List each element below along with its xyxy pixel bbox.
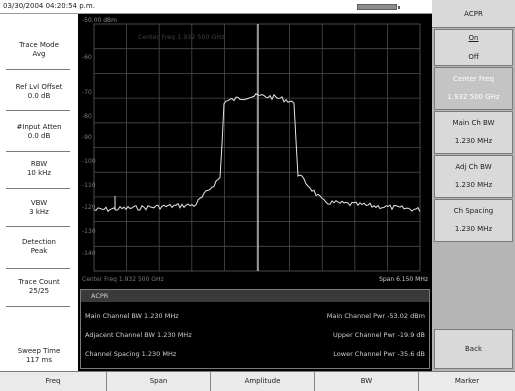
setting-label: Trace Count bbox=[18, 278, 60, 286]
trace-count-setting: Trace Count 25/25 bbox=[0, 278, 78, 296]
setting-value: Peak bbox=[30, 247, 48, 255]
span-label: Span 6.150 MHz bbox=[379, 276, 428, 283]
y-axis-label: -130 bbox=[82, 228, 96, 235]
key-label: Main Ch BW bbox=[452, 119, 495, 127]
center-freq-overlay: Center Freq 1.932 500 GHz bbox=[138, 34, 225, 41]
y-axis-label: -110 bbox=[82, 182, 96, 189]
key-value: 1.230 MHz bbox=[454, 137, 493, 145]
lower-channel-power: Lower Channel Pwr -35.6 dB bbox=[333, 350, 425, 358]
center-freq-button[interactable]: Center Freq 1.932 500 GHz bbox=[434, 67, 513, 110]
setting-value: 0.0 dB bbox=[27, 132, 51, 140]
setting-label: #Input Atten bbox=[16, 123, 62, 131]
y-axis-label: -70 bbox=[82, 89, 92, 96]
results-title: ACPR bbox=[81, 290, 429, 302]
span-key[interactable]: Span bbox=[107, 372, 211, 391]
divider bbox=[6, 306, 70, 307]
y-axis-label: -140 bbox=[82, 250, 96, 257]
spectrum-trace bbox=[93, 93, 421, 212]
divider bbox=[6, 268, 70, 269]
adjacent-channel-bw: Adjacent Channel BW 1.230 MHz bbox=[85, 331, 192, 339]
setting-label: VBW bbox=[30, 199, 48, 207]
amplitude-key[interactable]: Amplitude bbox=[211, 372, 315, 391]
soft-key-panel: ACPR On Off Center Freq 1.932 500 GHz Ma… bbox=[432, 0, 515, 371]
setting-value: 0.0 dB bbox=[27, 92, 51, 100]
sweep-time-setting: Sweep Time 117 ms bbox=[0, 347, 78, 365]
bw-key[interactable]: BW bbox=[315, 372, 419, 391]
y-axis-label: -80 bbox=[82, 113, 92, 120]
vbw-setting: VBW 3 kHz bbox=[0, 199, 78, 217]
marker-key[interactable]: Marker bbox=[419, 372, 515, 391]
key-value: 1.230 MHz bbox=[454, 225, 493, 233]
y-axis-label: -120 bbox=[82, 204, 96, 211]
main-channel-power: Main Channel Pwr -53.02 dBm bbox=[326, 312, 425, 320]
setting-value: Avg bbox=[32, 50, 46, 58]
setting-label: Detection bbox=[21, 238, 56, 246]
adj-ch-bw-button[interactable]: Adj Ch BW 1.230 MHz bbox=[434, 155, 513, 198]
channel-spacing: Channel Spacing 1.230 MHz bbox=[85, 350, 177, 358]
y-axis-label: -60 bbox=[82, 54, 92, 61]
trace-mode-setting: Trace Mode Avg bbox=[0, 41, 78, 59]
key-label: Adj Ch BW bbox=[455, 163, 492, 171]
back-button[interactable]: Back bbox=[434, 329, 513, 369]
setting-label: Trace Mode bbox=[19, 41, 59, 49]
freq-key[interactable]: Freq bbox=[0, 372, 107, 391]
on-option: On bbox=[468, 34, 479, 42]
key-label: Ch Spacing bbox=[453, 207, 494, 215]
ref-lvl-offset-setting: Ref Lvl Offset 0.0 dB bbox=[0, 83, 78, 101]
key-label: Center Freq bbox=[453, 75, 494, 83]
ch-spacing-button[interactable]: Ch Spacing 1.230 MHz bbox=[434, 199, 513, 242]
setting-value: 117 ms bbox=[25, 356, 53, 364]
acpr-onoff-toggle[interactable]: On Off bbox=[434, 29, 513, 66]
setting-value: 3 kHz bbox=[29, 208, 49, 216]
divider bbox=[6, 110, 70, 111]
divider bbox=[6, 226, 70, 227]
spectrum-display: -50.00 dBm Center Freq 1.932 500 GHz -60… bbox=[78, 14, 432, 286]
key-value: 1.230 MHz bbox=[454, 181, 493, 189]
setting-value: 10 kHz bbox=[26, 169, 52, 177]
center-freq-label: Center Freq 1.932 500 GHz bbox=[82, 276, 164, 283]
upper-channel-power: Upper Channel Pwr -19.9 dB bbox=[333, 331, 425, 339]
spectrum-graph bbox=[93, 23, 421, 272]
setting-label: Sweep Time bbox=[17, 347, 61, 355]
detection-setting: Detection Peak bbox=[0, 238, 78, 256]
setting-value: 25/25 bbox=[28, 287, 50, 295]
divider bbox=[6, 188, 70, 189]
y-axis-label: -100 bbox=[82, 158, 96, 165]
timestamp: 03/30/2004 04:20:54 p.m. bbox=[3, 2, 95, 10]
battery-icon bbox=[357, 4, 400, 10]
rbw-setting: RBW 10 kHz bbox=[0, 160, 78, 178]
function-key-bar: Freq Span Amplitude BW Marker bbox=[0, 371, 515, 391]
divider bbox=[6, 151, 70, 152]
input-atten-setting: #Input Atten 0.0 dB bbox=[0, 123, 78, 141]
setting-label: RBW bbox=[30, 160, 48, 168]
off-option: Off bbox=[468, 53, 479, 61]
results-box: ACPR Main Channel BW 1.230 MHz Adjacent … bbox=[80, 289, 430, 369]
status-bar: 03/30/2004 04:20:54 p.m. bbox=[0, 0, 432, 14]
setting-label: Ref Lvl Offset bbox=[15, 83, 63, 91]
soft-key-menu-title: ACPR bbox=[432, 0, 515, 28]
main-ch-bw-button[interactable]: Main Ch BW 1.230 MHz bbox=[434, 111, 513, 154]
y-axis-label: -90 bbox=[82, 134, 92, 141]
acpr-results-panel: ACPR Main Channel BW 1.230 MHz Adjacent … bbox=[78, 286, 432, 371]
divider bbox=[6, 69, 70, 70]
key-value: 1.932 500 GHz bbox=[447, 93, 500, 101]
main-channel-bw: Main Channel BW 1.230 MHz bbox=[85, 312, 179, 320]
settings-panel: Trace Mode Avg Ref Lvl Offset 0.0 dB #In… bbox=[0, 14, 78, 371]
ref-level-label: -50.00 dBm bbox=[82, 17, 118, 24]
